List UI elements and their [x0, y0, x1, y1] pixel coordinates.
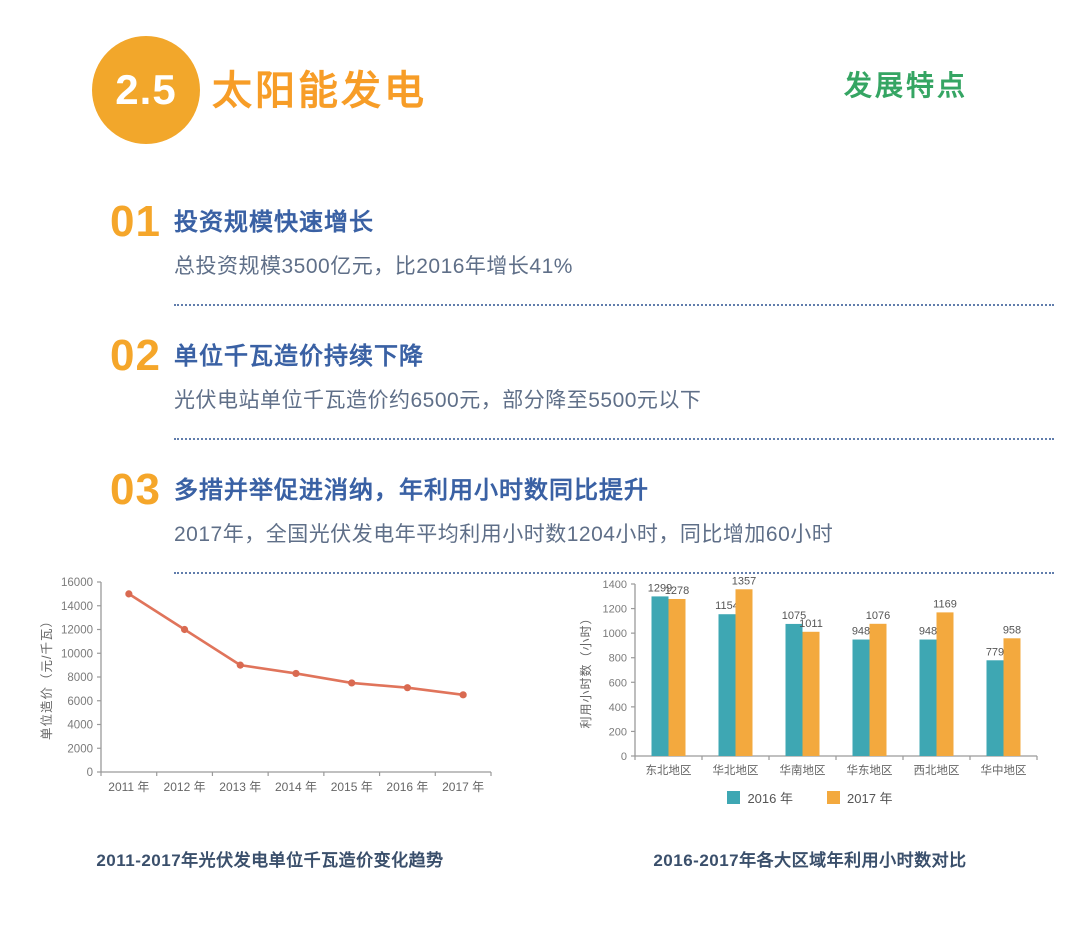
svg-text:948: 948	[852, 626, 870, 638]
svg-text:华东地区: 华东地区	[847, 763, 893, 777]
feature-heading: 多措并举促进消纳，年利用小时数同比提升	[174, 477, 649, 504]
feature-item-2: 02 单位千瓦造价持续下降 光伏电站单位千瓦造价约6500元，部分降至5500元…	[110, 332, 1054, 466]
bar-chart-column: 0 200 400 600 800 1000 1200 1400 东北地区 华北地区 华南地区 华东地…	[540, 568, 1080, 810]
page-title: 太阳能发电	[212, 69, 427, 113]
svg-text:1400: 1400	[603, 579, 627, 591]
feature-content: 投资规模快速增长 总投资规模3500亿元，比2016年增长41%	[174, 198, 1054, 332]
svg-text:1200: 1200	[603, 604, 627, 616]
page-header: 2.5 太阳能发电 发展特点	[0, 0, 1080, 160]
bar-chart-legend: 2016 年 2017 年	[727, 788, 893, 807]
section-topic-label: 发展特点	[843, 70, 968, 101]
svg-text:2000: 2000	[67, 743, 93, 755]
svg-text:1278: 1278	[665, 585, 689, 597]
feature-body: 光伏电站单位千瓦造价约6500元，部分降至5500元以下	[174, 389, 702, 412]
svg-text:16000: 16000	[61, 577, 93, 589]
svg-text:1011: 1011	[799, 618, 823, 630]
dotted-divider	[174, 438, 1054, 440]
svg-text:2016 年: 2016 年	[386, 780, 428, 794]
dotted-divider	[174, 304, 1054, 306]
svg-text:600: 600	[609, 677, 627, 689]
svg-text:0: 0	[87, 767, 93, 779]
line-chart-caption: 2011-2017年光伏发电单位千瓦造价变化趋势	[96, 851, 444, 870]
svg-text:8000: 8000	[67, 672, 93, 684]
line-chart-column: 0 2000 4000 6000 8000 10000 12000 14000 16000 201…	[0, 568, 540, 810]
svg-text:利用小时数（小时）: 利用小时数（小时）	[578, 611, 593, 728]
svg-text:779: 779	[986, 646, 1004, 658]
svg-text:西北地区: 西北地区	[914, 764, 960, 777]
svg-text:958: 958	[1003, 624, 1021, 636]
bar-chart-caption: 2016-2017年各大区域年利用小时数对比	[653, 851, 967, 870]
svg-text:1357: 1357	[732, 575, 756, 587]
unit-cost-line-chart: 0 2000 4000 6000 8000 10000 12000 14000 16000 201…	[39, 577, 492, 794]
svg-text:1000: 1000	[603, 628, 627, 640]
feature-number: 03	[110, 465, 161, 514]
svg-text:0: 0	[621, 751, 627, 763]
svg-text:6000: 6000	[67, 696, 93, 708]
svg-text:华中地区: 华中地区	[981, 763, 1027, 777]
feature-number: 02	[110, 331, 161, 380]
svg-text:14000: 14000	[61, 601, 93, 613]
svg-text:800: 800	[609, 653, 627, 665]
svg-text:2015 年: 2015 年	[331, 780, 373, 794]
svg-text:1169: 1169	[933, 598, 957, 610]
svg-text:10000: 10000	[61, 648, 93, 660]
legend-label: 2017 年	[847, 791, 893, 806]
feature-content: 多措并举促进消纳，年利用小时数同比提升 2017年，全国光伏发电年平均利用小时数…	[174, 466, 1054, 574]
dotted-divider	[174, 572, 1054, 574]
svg-text:4000: 4000	[67, 720, 93, 732]
svg-text:2013 年: 2013 年	[219, 780, 261, 794]
legend-label: 2016 年	[747, 791, 793, 806]
section-number-badge: 2.5	[92, 36, 200, 144]
svg-text:1076: 1076	[866, 610, 890, 622]
feature-heading: 单位千瓦造价持续下降	[174, 343, 424, 370]
feature-item-3: 03 多措并举促进消纳，年利用小时数同比提升 2017年，全国光伏发电年平均利用…	[110, 466, 1054, 574]
utilization-hours-bar-chart: 0 200 400 600 800 1000 1200 1400 东北地区 华北地区 华南地区 华东地…	[578, 575, 1038, 777]
section-number: 2.5	[115, 66, 177, 113]
svg-text:华北地区: 华北地区	[713, 763, 759, 777]
svg-text:2017 年: 2017 年	[442, 780, 484, 794]
svg-text:东北地区: 东北地区	[646, 764, 692, 777]
svg-text:400: 400	[609, 702, 627, 714]
svg-text:2014 年: 2014 年	[275, 780, 317, 794]
legend-item: 2017 年	[827, 788, 893, 807]
feature-body: 总投资规模3500亿元，比2016年增长41%	[174, 255, 573, 278]
svg-text:2012 年: 2012 年	[164, 780, 206, 794]
chart-captions: 2011-2017年光伏发电单位千瓦造价变化趋势 2016-2017年各大区域年…	[0, 846, 1080, 871]
svg-text:948: 948	[919, 626, 937, 638]
feature-item-1: 01 投资规模快速增长 总投资规模3500亿元，比2016年增长41%	[110, 198, 1054, 332]
svg-text:单位造价（元/千瓦）: 单位造价（元/千瓦）	[39, 614, 54, 740]
charts-row: 0 2000 4000 6000 8000 10000 12000 14000 16000 201…	[0, 568, 1080, 810]
feature-number: 01	[110, 197, 161, 246]
svg-text:1299: 1299	[648, 582, 672, 594]
svg-text:1154: 1154	[715, 600, 739, 612]
feature-heading: 投资规模快速增长	[174, 209, 374, 236]
svg-text:华南地区: 华南地区	[780, 763, 826, 777]
feature-list: 01 投资规模快速增长 总投资规模3500亿元，比2016年增长41% 02 单…	[110, 198, 1054, 574]
svg-text:1075: 1075	[782, 610, 806, 622]
legend-item: 2016 年	[727, 788, 793, 807]
legend-swatch	[827, 791, 840, 804]
svg-text:2011 年: 2011 年	[108, 780, 149, 794]
svg-text:12000: 12000	[61, 625, 93, 637]
legend-swatch	[727, 791, 741, 804]
svg-text:200: 200	[609, 726, 627, 738]
feature-content: 单位千瓦造价持续下降 光伏电站单位千瓦造价约6500元，部分降至5500元以下	[174, 332, 1054, 466]
feature-body: 2017年，全国光伏发电年平均利用小时数1204小时，同比增加60小时	[174, 523, 834, 546]
